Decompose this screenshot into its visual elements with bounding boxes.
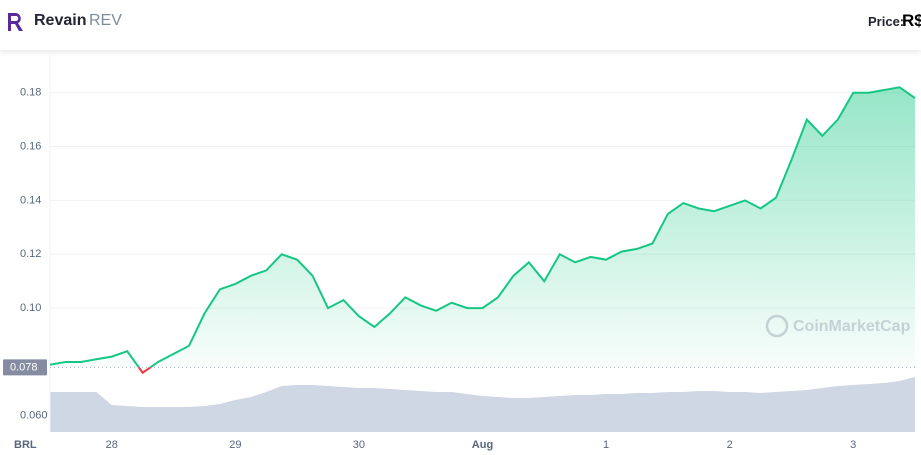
watermark: CoinMarketCap — [765, 314, 911, 338]
currency-label: BRL — [14, 439, 37, 451]
x-tick-label: 3 — [850, 439, 856, 451]
y-tick-label: 0.10 — [20, 302, 41, 314]
reference-label-box — [3, 359, 47, 376]
y-tick-label: 0.14 — [20, 194, 41, 206]
x-tick-label: Aug — [472, 439, 493, 451]
coin-name: Revain — [34, 12, 87, 29]
reference-label: 0.078 — [10, 361, 38, 373]
y-tick-label: 0.18 — [20, 87, 41, 99]
y-tick-label: 0.12 — [20, 248, 41, 260]
price-line — [49, 86, 916, 368]
y-tick-label: 0.060 — [20, 410, 48, 422]
header: Revain REV Price: R$ — [0, 0, 921, 50]
watermark-logo — [765, 314, 789, 338]
x-tick-label: 29 — [229, 439, 241, 451]
currency[interactable]: R$ — [902, 11, 921, 30]
logo — [8, 13, 23, 31]
x-tick-label: 2 — [727, 439, 733, 451]
x-tick-label: 28 — [106, 439, 118, 451]
price-label: Price: — [868, 14, 905, 29]
y-tick-label: 0.16 — [20, 140, 41, 152]
price-area — [50, 87, 915, 368]
x-tick-label: 30 — [353, 439, 365, 451]
x-tick-label: 1 — [603, 439, 609, 451]
watermark-text: CoinMarketCap — [793, 318, 911, 335]
coin-symbol: REV — [89, 12, 122, 29]
volume-area — [50, 377, 915, 432]
